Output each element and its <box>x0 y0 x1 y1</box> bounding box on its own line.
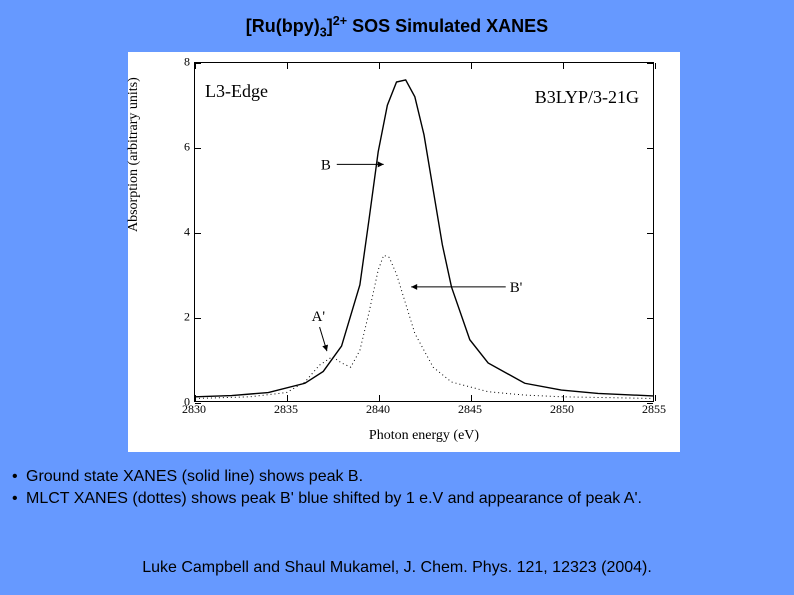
y-tick-mark <box>647 318 653 319</box>
bullet-item: •Ground state XANES (solid line) shows p… <box>12 466 782 488</box>
bullet-text: MLCT XANES (dottes) shows peak B' blue s… <box>26 488 642 510</box>
series-solid <box>195 80 653 397</box>
series-dotted <box>195 255 653 398</box>
plot-svg: B B' A' <box>195 63 653 401</box>
title-prefix: [Ru(bpy) <box>246 16 320 36</box>
y-tick-label: 4 <box>174 225 190 240</box>
x-tick-mark <box>655 395 656 401</box>
bullet-dot-icon: • <box>12 466 26 488</box>
x-tick-mark <box>379 63 380 69</box>
y-tick-mark <box>647 233 653 234</box>
bullet-list: •Ground state XANES (solid line) shows p… <box>12 466 782 509</box>
bullet-text: Ground state XANES (solid line) shows pe… <box>26 466 363 488</box>
x-tick-mark <box>563 395 564 401</box>
plot-area: B B' A' L3-Edge B3LYP/3-21G <box>194 62 654 402</box>
x-tick-mark <box>471 63 472 69</box>
y-tick-label: 6 <box>174 140 190 155</box>
x-tick-label: 2855 <box>642 402 666 417</box>
arrow <box>411 284 506 290</box>
x-tick-mark <box>655 63 656 69</box>
x-tick-mark <box>195 395 196 401</box>
citation: Luke Campbell and Shaul Mukamel, J. Chem… <box>0 559 794 577</box>
y-tick-mark <box>195 318 201 319</box>
x-tick-mark <box>287 63 288 69</box>
y-tick-mark <box>647 148 653 149</box>
peak-label-B: B <box>321 157 331 173</box>
title-sub: 3 <box>320 26 327 40</box>
title-sup: 2+ <box>333 14 347 28</box>
x-tick-label: 2850 <box>550 402 574 417</box>
bullet-item: •MLCT XANES (dottes) shows peak B' blue … <box>12 488 782 510</box>
bullet-dot-icon: • <box>12 488 26 510</box>
x-tick-label: 2845 <box>458 402 482 417</box>
y-tick-mark <box>647 63 653 64</box>
arrow <box>320 327 328 351</box>
x-tick-mark <box>379 395 380 401</box>
peak-label-Bprime: B' <box>510 280 523 296</box>
y-tick-mark <box>195 233 201 234</box>
annot-right: B3LYP/3-21G <box>535 87 639 108</box>
peak-label-Aprime: A' <box>312 309 326 325</box>
annot-left: L3-Edge <box>205 81 268 102</box>
y-tick-mark <box>195 148 201 149</box>
y-tick-mark <box>195 63 201 64</box>
slide-root: [Ru(bpy)3]2+ SOS Simulated XANES Absorpt… <box>0 0 794 595</box>
title-rest: SOS Simulated XANES <box>347 16 548 36</box>
x-tick-mark <box>287 395 288 401</box>
x-tick-label: 2840 <box>366 402 390 417</box>
x-tick-mark <box>471 395 472 401</box>
y-axis-label: Absorption (arbitrary units) <box>126 77 142 232</box>
chart-panel: Absorption (arbitrary units) Photon ener… <box>128 52 680 452</box>
y-tick-label: 8 <box>174 55 190 70</box>
y-tick-label: 0 <box>174 395 190 410</box>
x-axis-label: Photon energy (eV) <box>194 428 654 444</box>
x-tick-mark <box>563 63 564 69</box>
y-tick-label: 2 <box>174 310 190 325</box>
x-tick-label: 2835 <box>274 402 298 417</box>
slide-title: [Ru(bpy)3]2+ SOS Simulated XANES <box>0 14 794 40</box>
